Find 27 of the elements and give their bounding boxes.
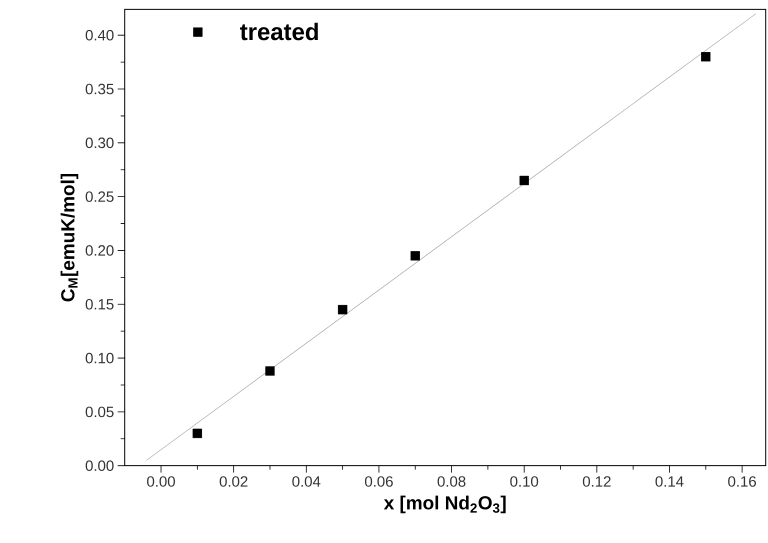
y-tick-label: 0.35 bbox=[86, 84, 114, 94]
point bbox=[338, 304, 348, 314]
point bbox=[410, 251, 420, 261]
y-axis-title: C$_{M}$[emuK/mol] bbox=[60, 174, 78, 302]
x-tick-label: 0.06 bbox=[364, 476, 393, 487]
y-tick-label: 0.05 bbox=[86, 406, 114, 418]
y-tick-label: 0.20 bbox=[86, 245, 114, 256]
x-tick-label: 0.12 bbox=[582, 476, 611, 487]
y-tick-label: 0.40 bbox=[86, 30, 114, 40]
point bbox=[520, 176, 529, 186]
x-tick-label: 0.14 bbox=[656, 476, 684, 487]
y-tick-label: 0.25 bbox=[86, 191, 114, 202]
x-tick-label: 0.10 bbox=[510, 476, 538, 487]
y-tick-label: 0.00 bbox=[86, 460, 114, 471]
x-axis-title: x [mol Nd$_{2}$O$_{3}$] bbox=[384, 496, 506, 514]
y-tick-label: 0.15 bbox=[86, 298, 114, 310]
x-tick-label: 0.02 bbox=[220, 476, 248, 487]
x-tick-label: 0.00 bbox=[147, 476, 175, 487]
point bbox=[701, 52, 710, 62]
point bbox=[265, 366, 275, 376]
legend-label: treated bbox=[240, 22, 318, 40]
x-tick-label: 0.04 bbox=[292, 476, 320, 487]
x-tick-label: 0.16 bbox=[728, 476, 756, 487]
x-tick-label: 0.08 bbox=[438, 476, 466, 487]
point bbox=[192, 428, 202, 438]
y-tick-label: 0.10 bbox=[86, 352, 114, 364]
y-tick-label: 0.30 bbox=[86, 138, 114, 148]
